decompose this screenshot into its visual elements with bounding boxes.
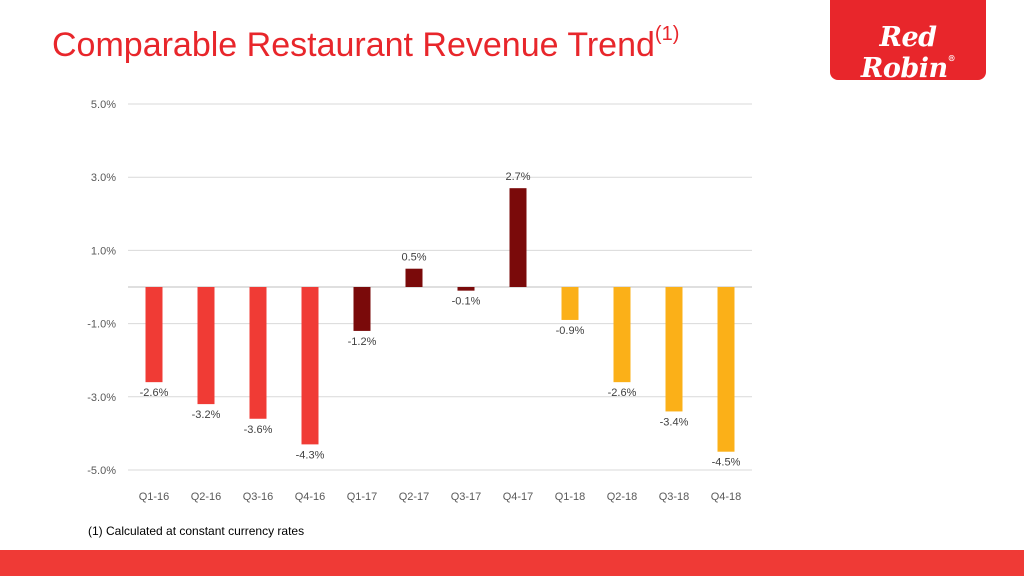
bar [353, 287, 371, 331]
y-tick-label: -3.0% [87, 392, 116, 404]
bar [509, 188, 527, 287]
x-tick-label: Q2-16 [191, 491, 222, 503]
x-tick-label: Q1-16 [139, 491, 170, 503]
title-text: Comparable Restaurant Revenue Trend [52, 26, 655, 64]
title-footnote-marker: (1) [654, 22, 680, 45]
logo-brand-text: Red Robin [860, 22, 948, 84]
x-tick-label: Q2-17 [399, 491, 430, 503]
red-robin-logo: Red Robin® GOURMET BURGERS AND BREWS [830, 0, 986, 106]
x-tick-label: Q1-18 [555, 491, 586, 503]
data-label: -2.6% [608, 387, 637, 399]
x-tick-label: Q4-18 [711, 491, 742, 503]
y-tick-label: 5.0% [91, 99, 116, 111]
chart-bars [145, 188, 735, 452]
footnote: (1) Calculated at constant currency rate… [88, 524, 305, 538]
x-tick-label: Q2-18 [607, 491, 638, 503]
bar [405, 268, 423, 287]
logo-reg-mark: ® [947, 53, 956, 63]
data-label: -3.6% [244, 424, 273, 436]
x-tick-label: Q4-17 [503, 491, 534, 503]
y-tick-label: -5.0% [87, 465, 116, 477]
bar [457, 287, 475, 291]
logo-tagline: GOURMET BURGERS AND BREWS [847, 86, 969, 106]
bar [249, 287, 267, 419]
bar [561, 287, 579, 320]
data-label: -0.9% [556, 325, 585, 337]
logo-brand: Red Robin® [830, 22, 986, 84]
bar [665, 287, 683, 412]
x-tick-label: Q3-18 [659, 491, 690, 503]
data-label: 2.7% [505, 171, 530, 183]
bar [197, 287, 215, 405]
y-tick-label: 3.0% [91, 172, 116, 184]
y-axis: 5.0% 3.0% 1.0% -1.0% -3.0% -5.0% [87, 99, 116, 477]
data-label: -4.3% [296, 449, 325, 461]
chart-gridlines [128, 103, 752, 471]
x-axis: Q1-16 Q2-16 Q3-16 Q4-16 Q1-17 Q2-17 Q3-17 Q4-17… [139, 491, 742, 503]
x-tick-label: Q3-17 [451, 491, 482, 503]
footer-bar [0, 550, 1024, 576]
bar [613, 287, 631, 383]
y-tick-label: -1.0% [87, 319, 116, 331]
bar [145, 287, 163, 383]
data-label: -0.1% [452, 296, 481, 308]
bar [717, 287, 735, 452]
y-tick-label: 1.0% [91, 245, 116, 257]
x-tick-label: Q4-16 [295, 491, 326, 503]
x-tick-label: Q1-17 [347, 491, 378, 503]
data-label: -2.6% [140, 387, 169, 399]
data-label: -4.5% [712, 457, 741, 469]
data-label: -1.2% [348, 336, 377, 348]
bar [301, 287, 319, 445]
x-tick-label: Q3-16 [243, 491, 274, 503]
chart-data-labels: -2.6% -3.2% -3.6% -4.3% -1.2% 0.5% -0.1% 2.7% -0… [140, 171, 741, 469]
page-title: Comparable Restaurant Revenue Trend(1) [52, 22, 680, 65]
data-label: 0.5% [401, 252, 426, 264]
data-label: -3.4% [660, 416, 689, 428]
data-label: -3.2% [192, 409, 221, 421]
